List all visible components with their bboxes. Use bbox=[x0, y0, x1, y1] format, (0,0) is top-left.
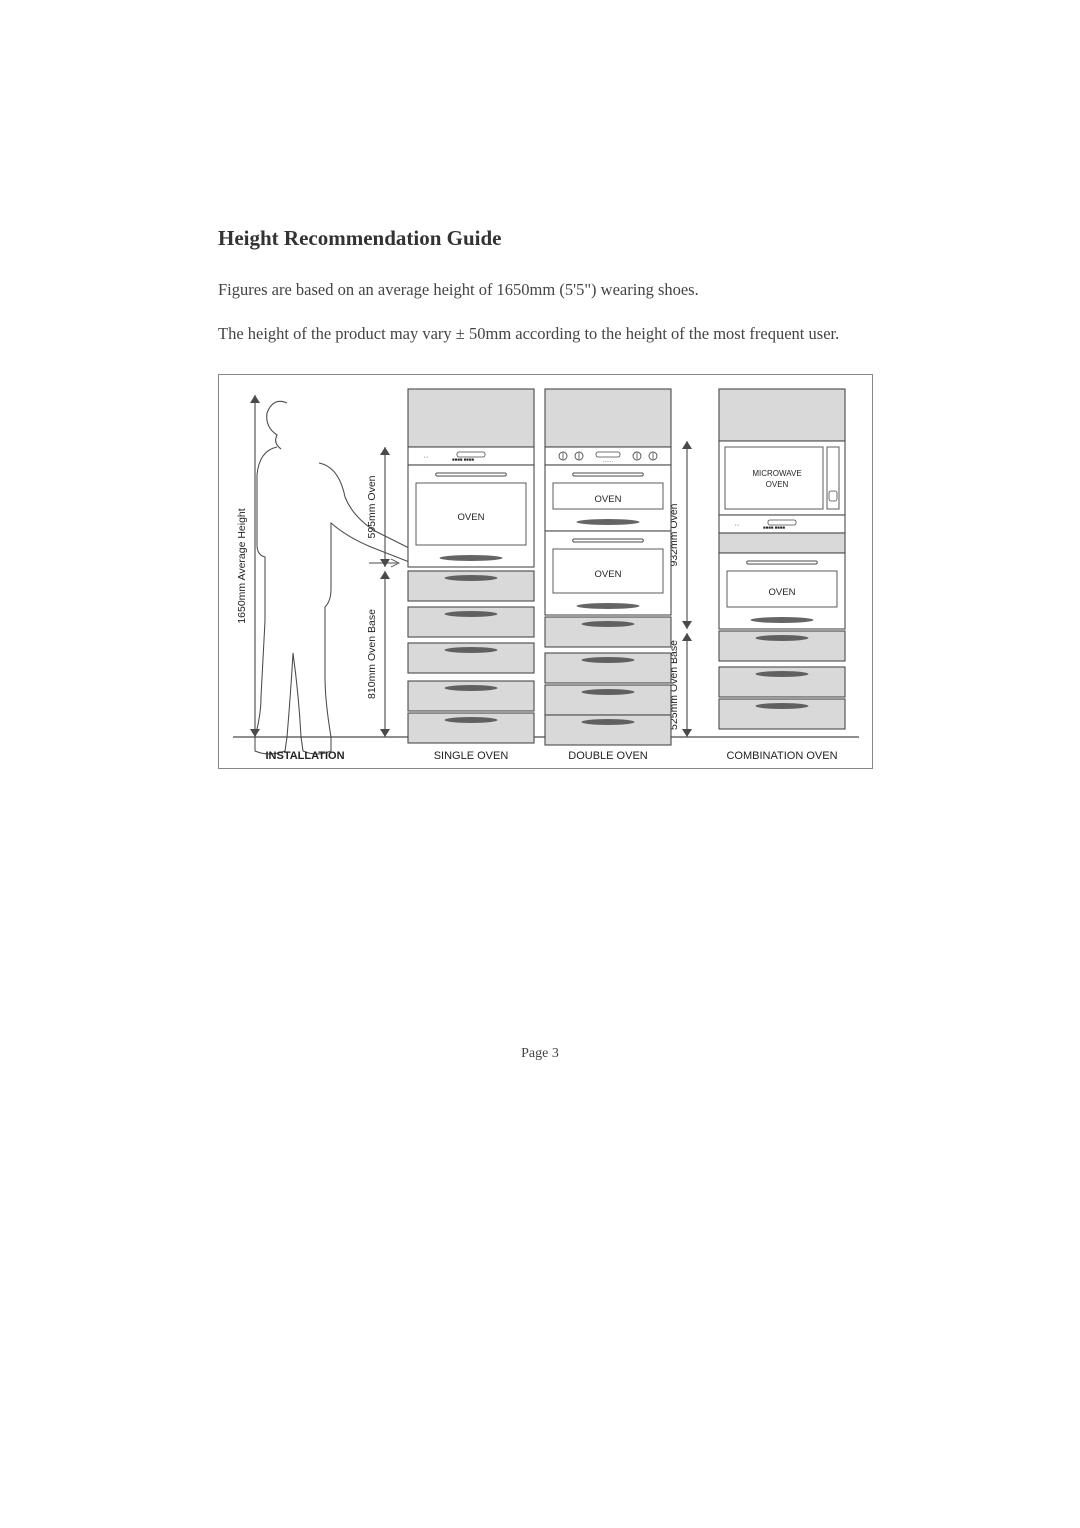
svg-text:810mm Oven Base: 810mm Oven Base bbox=[366, 609, 378, 699]
svg-text:OVEN: OVEN bbox=[595, 494, 622, 505]
svg-text:OVEN: OVEN bbox=[766, 480, 789, 489]
svg-text:··: ·· bbox=[424, 454, 429, 461]
intro-para-2: The height of the product may vary ± 50m… bbox=[218, 321, 870, 347]
svg-text:OVEN: OVEN bbox=[769, 587, 796, 598]
svg-text:INSTALLATION: INSTALLATION bbox=[265, 750, 344, 762]
svg-text:COMBINATION OVEN: COMBINATION OVEN bbox=[726, 750, 837, 762]
svg-text:SINGLE OVEN: SINGLE OVEN bbox=[434, 750, 509, 762]
svg-text:··: ·· bbox=[735, 522, 740, 529]
page-footer: Page 3 bbox=[0, 1046, 1080, 1062]
svg-text:MICROWAVE: MICROWAVE bbox=[752, 469, 801, 478]
svg-text:DOUBLE OVEN: DOUBLE OVEN bbox=[568, 750, 648, 762]
svg-text:······: ······ bbox=[603, 459, 613, 465]
height-diagram: 1650mm Average Height 595mm Oven 810mm Ove… bbox=[218, 374, 873, 769]
page-title: Height Recommendation Guide bbox=[218, 226, 870, 251]
svg-text:OVEN: OVEN bbox=[595, 569, 622, 580]
svg-text:■■■■ ■■■■: ■■■■ ■■■■ bbox=[452, 457, 474, 462]
svg-text:■■■■ ■■■■: ■■■■ ■■■■ bbox=[763, 525, 785, 530]
svg-text:1650mm Average Height: 1650mm Average Height bbox=[236, 508, 248, 623]
intro-para-1: Figures are based on an average height o… bbox=[218, 277, 870, 303]
svg-text:OVEN: OVEN bbox=[458, 512, 485, 523]
svg-text:595mm Oven: 595mm Oven bbox=[366, 475, 378, 538]
